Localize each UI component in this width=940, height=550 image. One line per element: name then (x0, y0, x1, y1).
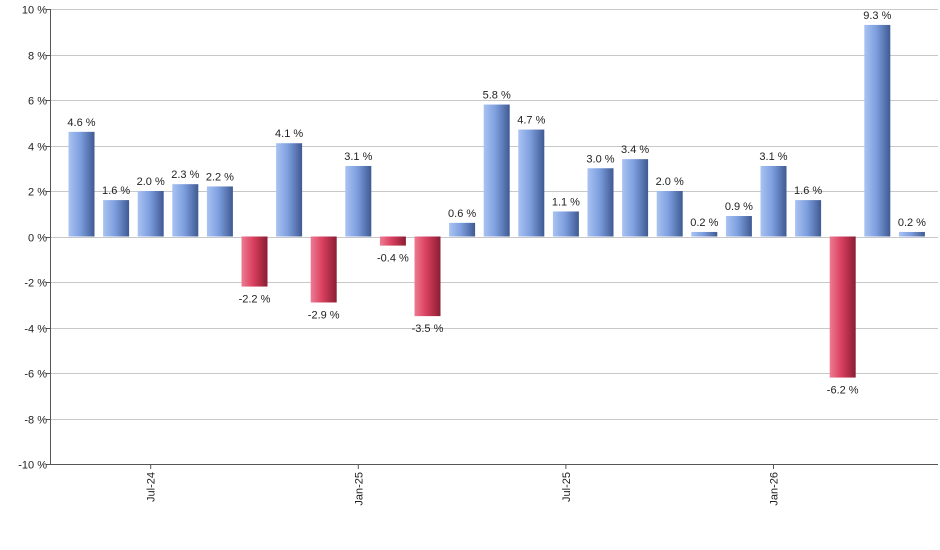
data-label: -2.9 % (308, 309, 340, 321)
data-label: -6.2 % (827, 385, 859, 397)
data-label: 0.2 % (898, 217, 926, 229)
bar (103, 200, 130, 237)
x-tick-label: Jul-24 (146, 472, 158, 502)
data-label: -2.2 % (239, 294, 271, 306)
data-label: 4.6 % (67, 117, 95, 129)
bar (172, 184, 199, 237)
data-label: 1.6 % (102, 185, 130, 197)
data-labels: 4.6 % 1.6 % 2.0 % 2.3 % 2.2 % -2.2 % 4.1 % -2.9… (67, 10, 926, 397)
bar (691, 231, 718, 237)
y-tick-label: 8 % (28, 51, 47, 63)
bar (137, 191, 164, 237)
bar (795, 200, 822, 237)
data-label: 9.3 % (863, 10, 891, 22)
y-tick-label: 0 % (28, 233, 47, 245)
x-tick-label: Jan-25 (353, 472, 365, 506)
bar (345, 165, 372, 237)
gridlines (50, 9, 938, 465)
x-axis-tick-labels: Jul-24 Jan-25 Jul-25 Jan-26 (146, 464, 781, 506)
bar (206, 186, 233, 237)
y-tick-label: 2 % (28, 187, 47, 199)
bar (310, 236, 337, 303)
data-label: 1.1 % (552, 196, 580, 208)
data-label: 3.1 % (344, 151, 372, 163)
bar (725, 216, 752, 237)
data-label: 3.0 % (586, 153, 614, 165)
bar (760, 165, 787, 237)
y-tick-label: -10 % (18, 460, 47, 472)
data-label: 4.7 % (517, 115, 545, 127)
data-label: 2.0 % (137, 176, 165, 188)
data-label: 3.1 % (759, 151, 787, 163)
y-tick-label: 10 % (22, 5, 47, 17)
bar (552, 211, 579, 237)
bar (656, 191, 683, 237)
data-label: 1.6 % (794, 185, 822, 197)
data-label: 0.9 % (725, 201, 753, 213)
bar (414, 236, 441, 317)
y-tick-label: -2 % (24, 278, 47, 290)
bar (276, 143, 303, 237)
bars (68, 24, 925, 378)
bar (379, 236, 406, 246)
y-tick-label: 4 % (28, 142, 47, 154)
y-axis-tick-labels: 10 % 8 % 6 % 4 % 2 % 0 % -2 % -4 % -6 % -8 % -10 % (18, 5, 50, 472)
data-label: 5.8 % (483, 90, 511, 102)
y-tick-label: -8 % (24, 415, 47, 427)
data-label: -3.5 % (412, 323, 444, 335)
bar (483, 104, 510, 237)
x-tick-label: Jan-26 (769, 472, 781, 506)
axes (50, 9, 938, 465)
x-tick-label: Jul-25 (561, 472, 573, 502)
y-tick-label: -6 % (24, 369, 47, 381)
data-label: 2.3 % (171, 169, 199, 181)
bar (622, 159, 649, 237)
bar (449, 222, 476, 237)
bar (898, 231, 925, 237)
bar (241, 236, 268, 287)
bar (587, 168, 614, 237)
data-label: -0.4 % (377, 253, 409, 265)
data-label: 0.6 % (448, 208, 476, 220)
y-tick-label: 6 % (28, 96, 47, 108)
data-label: 3.4 % (621, 144, 649, 156)
y-tick-label: -4 % (24, 324, 47, 336)
bar (518, 129, 545, 237)
data-label: 2.2 % (206, 171, 234, 183)
bar (68, 131, 95, 237)
data-label: 2.0 % (656, 176, 684, 188)
bar (864, 24, 891, 237)
data-label: 4.1 % (275, 128, 303, 140)
bar (829, 236, 856, 378)
data-label: 0.2 % (690, 217, 718, 229)
